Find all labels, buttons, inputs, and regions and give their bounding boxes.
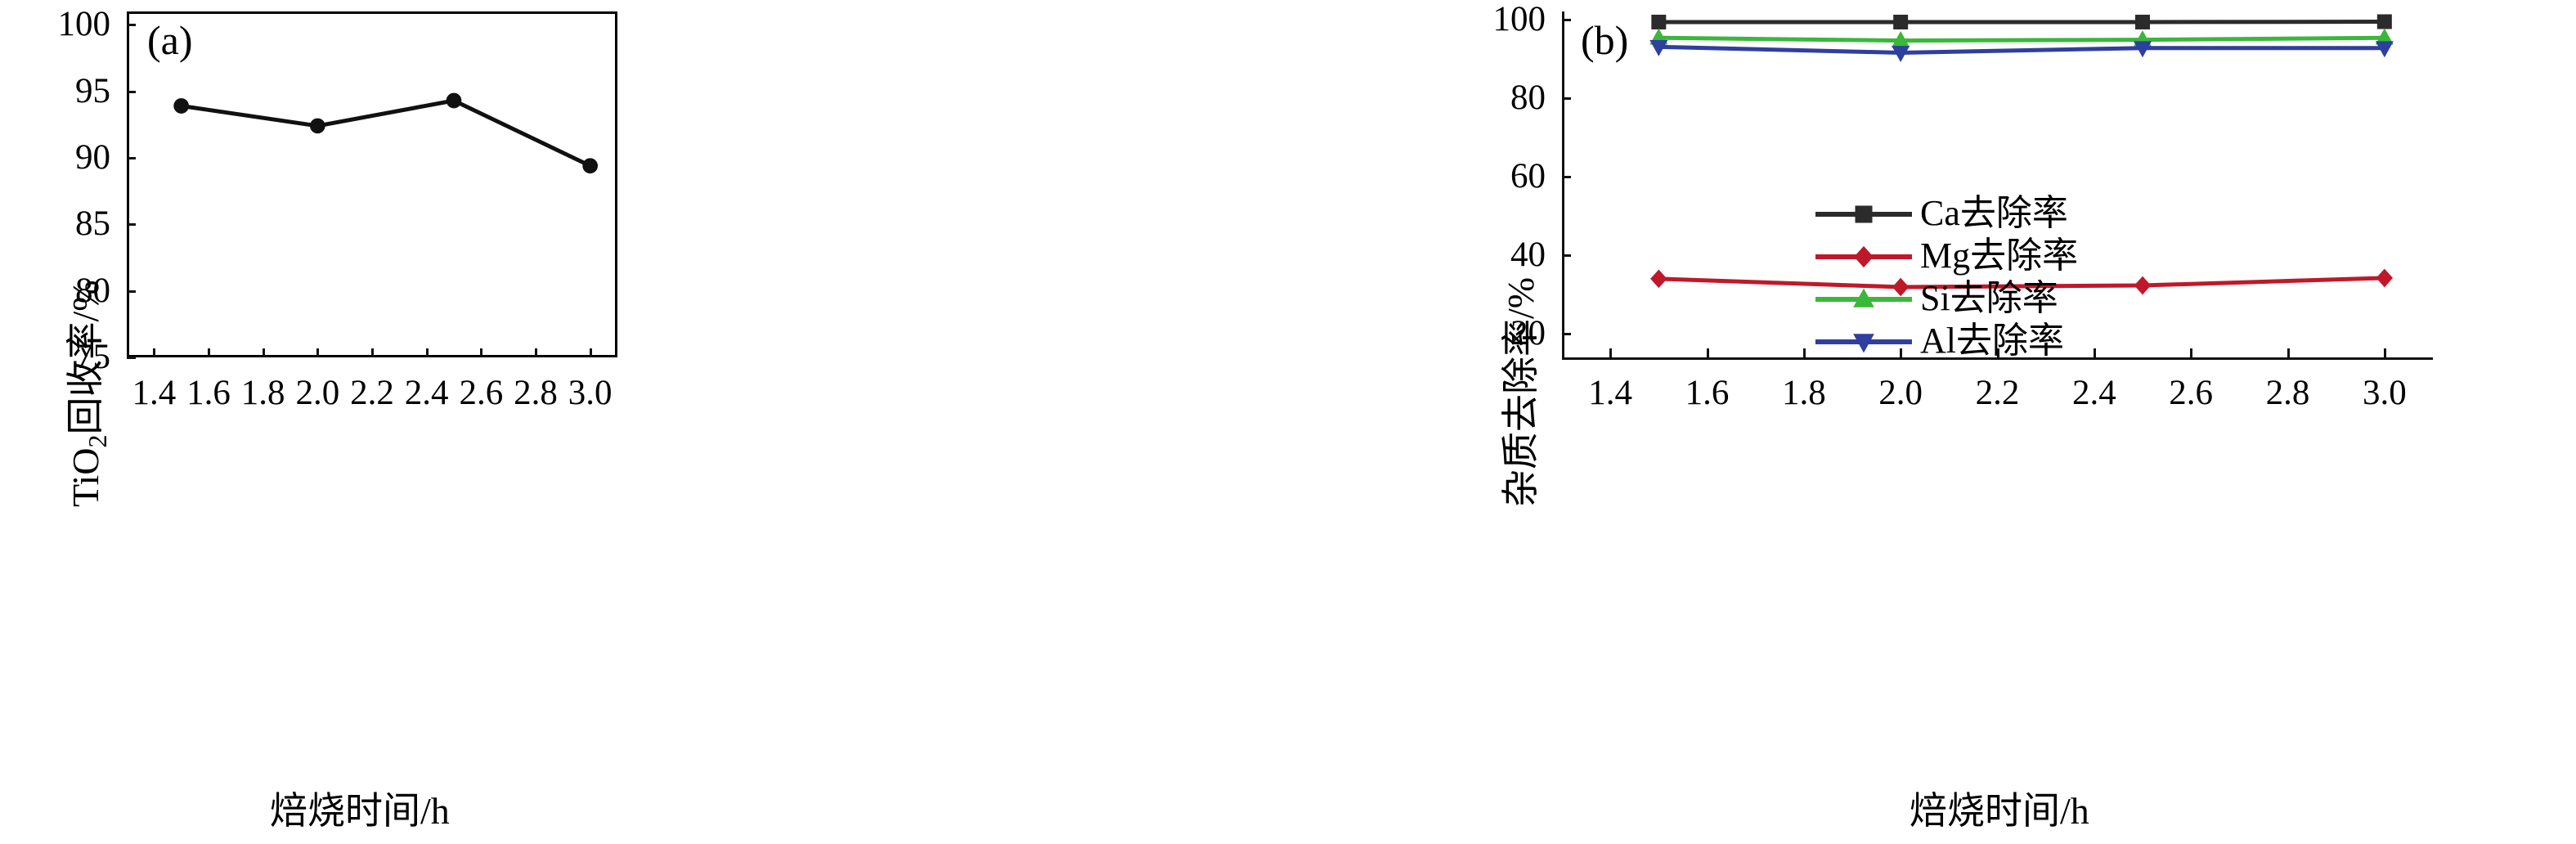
panel-b-y-axis-title: 杂质去除率/%	[1500, 276, 1542, 507]
legend-item-0[interactable]: Ca去除率	[1815, 192, 2078, 235]
panel-a-plot-frame	[127, 11, 617, 357]
y-tick-mark	[1562, 254, 1571, 258]
x-tick-mark	[1996, 348, 1999, 357]
x-tick-label: 2.0	[295, 374, 340, 412]
x-tick-mark	[153, 348, 156, 357]
y-tick-label: 80	[75, 271, 110, 310]
y-tick-mark	[127, 223, 136, 227]
x-tick-label: 2.8	[2265, 374, 2310, 412]
y-tick-label: 20	[1510, 314, 1546, 353]
panel-a-data-layer	[173, 92, 599, 174]
y-tick-label: 90	[75, 137, 110, 177]
y-tick-label: 40	[1510, 236, 1546, 275]
x-tick-mark	[589, 348, 592, 357]
y-tick-mark	[1562, 18, 1571, 21]
x-tick-label: 2.6	[459, 374, 504, 412]
legend-swatch-square-icon	[1815, 192, 1912, 235]
x-tick-label: 3.0	[2362, 374, 2407, 412]
y-tick-label: 95	[75, 71, 110, 110]
x-tick-mark	[2287, 348, 2290, 357]
legend-swatch-diamond-icon	[1815, 235, 1912, 277]
x-tick-mark	[1900, 348, 1903, 357]
x-tick-label: 1.4	[132, 374, 177, 412]
legend-swatch-triangle-up-icon	[1815, 277, 1912, 320]
x-tick-mark	[2383, 348, 2386, 357]
x-tick-label: 2.4	[404, 374, 449, 412]
y-tick-label: 100	[1492, 0, 1546, 38]
legend-label-1: Mg去除率	[1920, 236, 2079, 276]
x-tick-label: 1.8	[1781, 374, 1826, 412]
y-tick-mark	[1562, 333, 1571, 336]
y-tick-mark	[1562, 175, 1571, 178]
legend-label-0: Ca去除率	[1920, 193, 2068, 233]
x-tick-label: 2.6	[2169, 374, 2214, 412]
panel-b: (b) 20 40 60 80 100 1.4 1.6 1.8 2.0 2.2 2.4 2.6 2.8…	[1288, 0, 2576, 844]
y-tick-mark	[1562, 97, 1571, 100]
x-tick-label: 3.0	[568, 374, 613, 412]
series-line-1	[1656, 276, 2387, 290]
y-tick-mark	[127, 90, 136, 93]
legend-item-1[interactable]: Mg去除率	[1815, 235, 2078, 277]
panel-a-y-axis-title-main: TiO	[65, 447, 106, 507]
panel-a-tag: (a)	[147, 17, 193, 63]
y-tick-label: 60	[1510, 156, 1546, 195]
x-tick-mark	[480, 348, 483, 357]
panel-b-tag: (b)	[1581, 17, 1629, 63]
y-tick-mark	[127, 156, 136, 159]
x-tick-mark	[425, 348, 429, 357]
x-tick-label: 2.2	[1975, 374, 2020, 412]
legend-label-3: Al去除率	[1920, 321, 2064, 361]
legend-label-2: Si去除率	[1920, 278, 2058, 318]
x-tick-mark	[2190, 348, 2193, 357]
x-tick-mark	[316, 348, 320, 357]
x-tick-label: 1.8	[240, 374, 285, 412]
x-tick-label: 1.4	[1588, 374, 1633, 412]
x-tick-label: 1.6	[1685, 374, 1730, 412]
y-tick-mark	[127, 357, 136, 359]
panel-a-y-axis-title-rest: 回收率/%	[65, 280, 106, 435]
y-tick-label: 85	[75, 204, 110, 244]
x-tick-label: 1.6	[186, 374, 231, 412]
x-tick-label: 2.2	[350, 374, 394, 412]
series-line-2	[1656, 35, 2387, 43]
x-tick-mark	[208, 348, 210, 357]
series-line-3	[1656, 44, 2387, 55]
x-tick-mark	[262, 348, 265, 357]
legend-item-2[interactable]: Si去除率	[1815, 277, 2078, 320]
x-tick-mark	[1609, 348, 1613, 357]
panel-a-x-axis-title: 焙烧时间/h	[270, 790, 450, 832]
x-tick-mark	[1802, 348, 1806, 357]
panel-b-legend: Ca去除率 Mg去除率 Si去除率 Al去除率	[1815, 192, 2078, 362]
series-line-0	[179, 98, 593, 168]
y-tick-mark	[127, 290, 136, 293]
x-tick-label: 2.4	[2071, 374, 2116, 412]
x-tick-mark	[535, 348, 537, 357]
panel-a-y-axis-title: TiO2回收率/%	[56, 280, 113, 507]
legend-item-3[interactable]: Al去除率	[1815, 320, 2078, 362]
legend-swatch-triangle-down-icon	[1815, 320, 1912, 362]
panel-b-x-axis-title: 焙烧时间/h	[1910, 790, 2089, 832]
panel-a-y-axis-title-subscript: 2	[83, 434, 113, 448]
y-tick-label: 80	[1510, 78, 1546, 117]
panel-b-data-layer	[1649, 14, 2394, 297]
x-tick-mark	[2093, 348, 2096, 357]
y-tick-label: 100	[57, 5, 111, 44]
panel-b-x-spine	[1562, 357, 2433, 360]
x-tick-mark	[1706, 348, 1709, 357]
panel-b-y-spine	[1562, 11, 1564, 357]
x-tick-mark	[371, 348, 374, 357]
x-tick-label: 2.0	[1878, 374, 1923, 412]
y-tick-label: 75	[75, 338, 110, 376]
x-tick-label: 2.8	[514, 374, 558, 412]
panel-a: (a) 75 80 85 90 95 100 1.4 1.6 1.8 2.0 2.2 2.4 2.6 2…	[56, 5, 617, 832]
y-tick-mark	[127, 24, 136, 27]
